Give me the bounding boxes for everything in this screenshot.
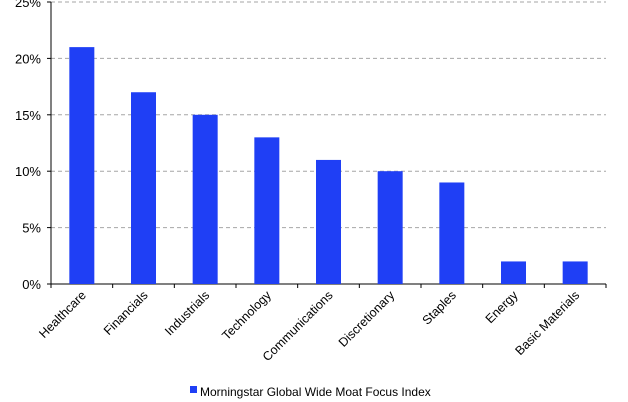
bar <box>69 47 95 285</box>
x-tick-label: Financials <box>101 288 151 338</box>
x-tick-label: Energy <box>483 288 521 326</box>
y-tick-label: 20% <box>15 51 41 66</box>
legend-swatch <box>190 386 197 393</box>
y-tick-label: 10% <box>15 164 41 179</box>
bar <box>192 114 218 284</box>
bar <box>316 159 341 284</box>
x-tick-label: Technology <box>219 288 274 343</box>
bar <box>439 182 465 284</box>
x-tick-label: Industrials <box>162 288 212 338</box>
bar <box>377 171 403 284</box>
y-tick-label: 15% <box>15 108 41 123</box>
bar <box>131 92 156 285</box>
x-tick-label: Discretionary <box>336 288 398 350</box>
y-tick-label: 5% <box>22 221 41 236</box>
bar <box>501 261 526 284</box>
legend: Morningstar Global Wide Moat Focus Index <box>190 385 431 399</box>
y-tick-label: 25% <box>15 0 41 10</box>
x-tick-label: Healthcare <box>36 288 89 341</box>
bar <box>254 137 280 284</box>
x-axis-labels: Healthcare Financials Industrials Technolog… <box>36 284 607 364</box>
legend-label: Morningstar Global Wide Moat Focus Index <box>200 385 431 399</box>
x-tick-label: Staples <box>420 288 459 327</box>
bars <box>69 47 588 285</box>
y-axis-ticks: 0% 5% 10% 15% 20% 25% <box>15 0 51 292</box>
x-tick-label: Basic Materials <box>512 288 582 358</box>
bar <box>562 261 588 284</box>
y-tick-label: 0% <box>22 277 41 292</box>
